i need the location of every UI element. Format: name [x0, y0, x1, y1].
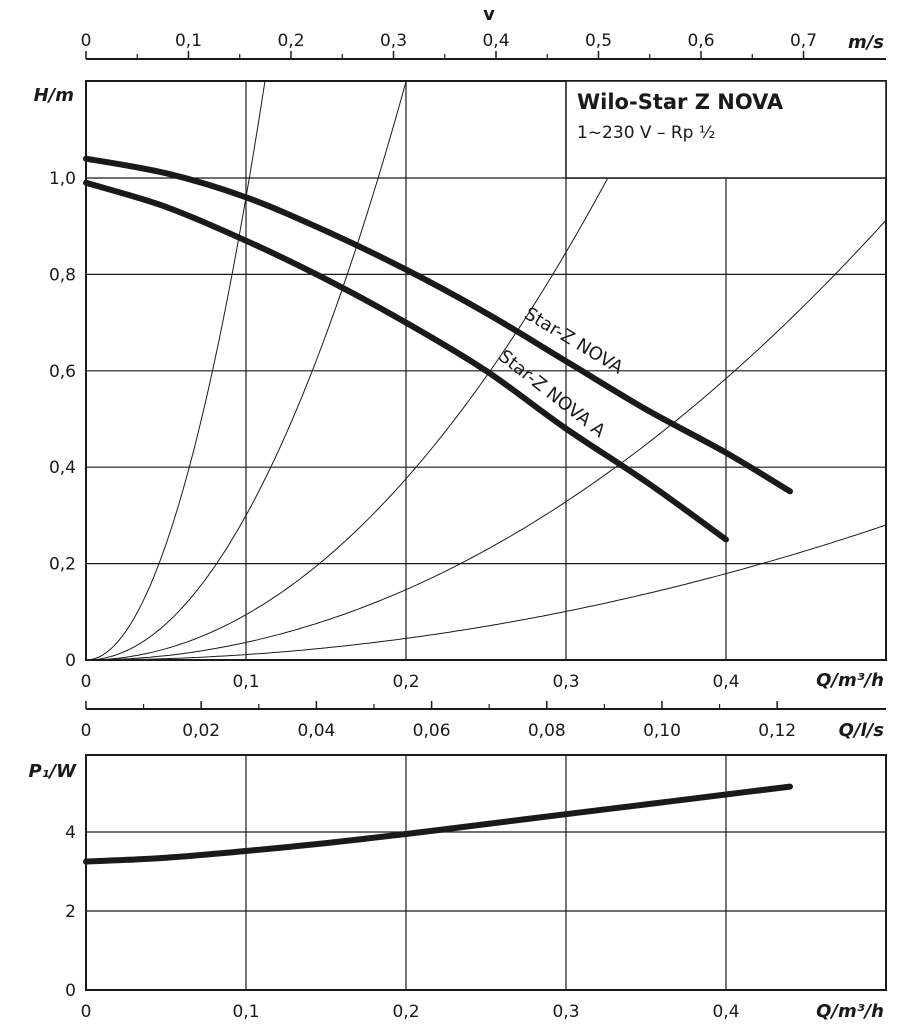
head-x-tick-label: 0,2	[392, 672, 419, 692]
flow-ls-tick-label: 0	[81, 721, 92, 741]
power-y-tick-label: 2	[65, 902, 76, 922]
velocity-tick-label: 0,5	[585, 31, 612, 51]
chart-subtitle: 1~230 V – Rp ½	[577, 123, 715, 143]
head-y-tick-label: 0,2	[49, 555, 76, 575]
head-y-tick-label: 0,4	[49, 458, 76, 478]
head-y-tick-label: 1,0	[49, 169, 76, 189]
title-box	[565, 80, 887, 179]
head-y-tick-label: 0,8	[49, 265, 76, 285]
velocity-tick-label: 0,2	[277, 31, 304, 51]
power-plot-frame	[85, 754, 887, 991]
power-x-axis-label: Q/m³/h	[816, 1001, 884, 1022]
chart-title: Wilo-Star Z NOVA	[577, 90, 784, 114]
velocity-tick-label: 0,3	[380, 31, 407, 51]
velocity-axis-unit: m/s	[848, 32, 884, 53]
flow-ls-tick-label: 0,08	[528, 721, 566, 741]
power-x-tick-label: 0	[81, 1002, 92, 1022]
head-y-tick-label: 0,6	[49, 362, 76, 382]
flow-ls-tick-label: 0,02	[182, 721, 220, 741]
velocity-tick-label: 0,1	[175, 31, 202, 51]
velocity-tick-label: 0,7	[790, 31, 817, 51]
flow-ls-tick-label: 0,10	[643, 721, 681, 741]
power-curve	[83, 783, 793, 865]
power-y-tick-label: 4	[65, 823, 76, 843]
head-x-tick-label: 0,1	[232, 672, 259, 692]
velocity-tick-label: 0,6	[687, 31, 714, 51]
velocity-tick-label: 0	[81, 31, 92, 51]
head-x-tick-label: 0,3	[552, 672, 579, 692]
velocity-axis-symbol: v	[483, 4, 495, 25]
power-x-tick-label: 0,4	[712, 1002, 739, 1022]
pump-curve-star-z-nova	[83, 155, 793, 495]
power-x-tick-label: 0,3	[552, 1002, 579, 1022]
pump-curve-star-z-nova-a	[83, 179, 729, 543]
flow-ls-tick-label: 0,04	[297, 721, 335, 741]
system-curve	[86, 81, 659, 660]
power-y-axis-label: P₁/W	[28, 761, 77, 782]
flow-ls-tick-label: 0,12	[758, 721, 796, 741]
system-curve	[86, 81, 266, 660]
head-x-tick-label: 0	[81, 672, 92, 692]
power-y-tick-label: 0	[65, 981, 76, 1001]
flow-ls-axis-label: Q/l/s	[839, 720, 885, 741]
system-curve	[86, 524, 886, 660]
head-y-tick-label: 0	[65, 651, 76, 671]
system-curve	[86, 81, 407, 660]
head-x-axis-label: Q/m³/h	[816, 670, 884, 691]
power-x-tick-label: 0,2	[392, 1002, 419, 1022]
power-x-tick-label: 0,1	[232, 1002, 259, 1022]
head-y-axis-label: H/m	[34, 85, 74, 106]
system-curve	[86, 219, 886, 660]
velocity-tick-label: 0,4	[482, 31, 509, 51]
head-x-tick-label: 0,4	[712, 672, 739, 692]
flow-ls-tick-label: 0,06	[413, 721, 451, 741]
